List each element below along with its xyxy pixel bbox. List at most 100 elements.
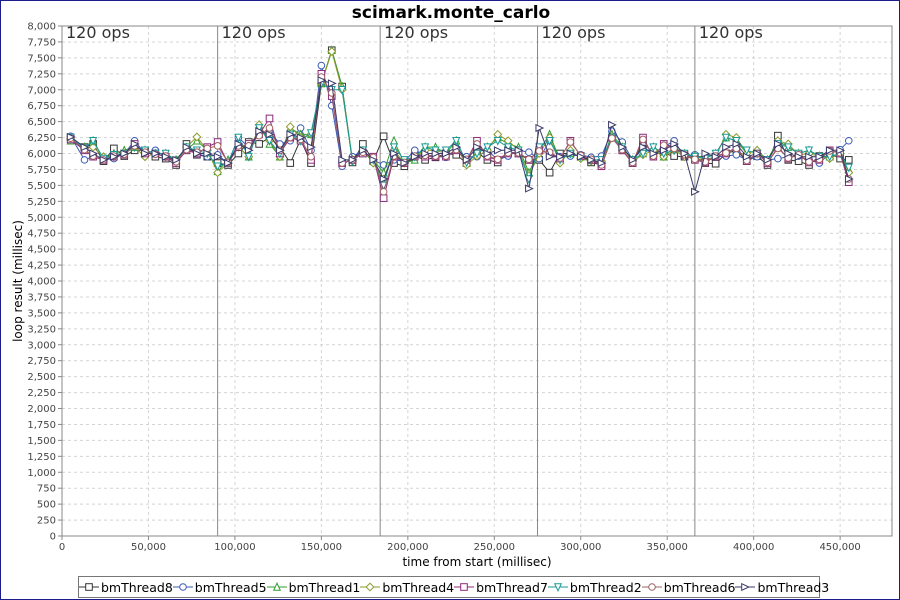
data-point — [172, 155, 182, 164]
data-point — [659, 146, 669, 155]
data-point — [213, 142, 222, 150]
y-tick-label: 1,750 — [27, 420, 56, 431]
data-point — [182, 143, 192, 152]
data-point — [285, 122, 295, 132]
phase-label: 120 ops — [222, 23, 286, 42]
data-point — [265, 114, 274, 123]
y-tick-label: 5,250 — [27, 197, 56, 208]
data-point — [587, 155, 597, 164]
data-point — [244, 152, 253, 162]
data-point — [130, 139, 140, 149]
data-point — [774, 154, 782, 163]
phase-label: 120 ops — [384, 23, 448, 42]
data-point — [338, 155, 348, 164]
y-tick-label: 3,500 — [27, 308, 56, 319]
data-point — [234, 133, 243, 143]
y-tick-label: 5,500 — [27, 181, 56, 192]
legend-item: bmThread8 — [79, 580, 173, 595]
y-tick-label: 7,750 — [27, 37, 56, 48]
data-point — [161, 152, 171, 161]
data-point — [784, 149, 794, 158]
data-point — [794, 152, 804, 161]
data-point — [825, 146, 835, 155]
data-point — [545, 168, 554, 177]
y-tick-label: 7,250 — [27, 69, 56, 80]
data-point — [66, 132, 76, 142]
data-point — [844, 136, 853, 145]
data-point — [296, 133, 306, 142]
data-point — [535, 123, 545, 133]
legend-label: bmThread1 — [288, 579, 361, 595]
data-point — [151, 149, 161, 158]
y-tick-label: 1,000 — [27, 468, 56, 479]
data-point — [711, 152, 721, 161]
data-point — [742, 152, 752, 161]
x-tick-label: 450,000 — [819, 542, 860, 553]
data-point — [213, 168, 223, 178]
data-point — [265, 124, 274, 132]
data-point — [255, 140, 263, 148]
series-line — [70, 82, 850, 187]
data-point — [389, 143, 399, 153]
data-point — [670, 139, 680, 149]
series-line — [70, 48, 849, 174]
y-axis-label: loop result (millisec) — [11, 220, 25, 342]
series-line — [70, 79, 850, 194]
data-point — [742, 146, 751, 156]
data-point — [213, 152, 223, 161]
series-bmthread3 — [66, 76, 854, 196]
data-point — [691, 155, 699, 164]
y-tick-label: 1,500 — [27, 436, 56, 447]
x-tick-label: 200,000 — [387, 542, 428, 553]
legend-swatch — [735, 582, 756, 592]
data-point — [80, 156, 89, 164]
data-point — [844, 156, 853, 164]
y-tick-label: 2,000 — [27, 404, 56, 415]
data-point — [317, 61, 326, 70]
data-point — [608, 120, 617, 129]
data-point — [545, 136, 554, 146]
y-tick-label: 3,250 — [27, 324, 56, 335]
x-tick-label: 150,000 — [301, 542, 342, 553]
data-point — [649, 143, 658, 153]
data-point — [514, 146, 524, 155]
data-point — [452, 143, 462, 152]
y-tick-label: 5,000 — [27, 213, 56, 224]
phase-label: 120 ops — [66, 23, 130, 42]
y-tick-label: 7,000 — [27, 85, 56, 96]
data-point — [805, 152, 814, 161]
legend-swatch — [172, 583, 193, 591]
data-point — [193, 149, 202, 158]
data-point — [525, 148, 533, 157]
y-tick-label: 4,500 — [27, 245, 56, 256]
y-tick-label: 4,750 — [27, 229, 56, 240]
data-point — [120, 149, 130, 158]
data-point — [804, 146, 814, 156]
data-point — [400, 158, 410, 168]
legend-swatch — [360, 582, 381, 592]
data-point — [493, 136, 502, 146]
legend-item: bmThread6 — [641, 580, 735, 595]
data-point — [493, 146, 503, 155]
data-point — [483, 143, 492, 153]
data-point — [732, 139, 742, 149]
plot-border — [61, 25, 893, 537]
legend-swatch-marker — [272, 582, 281, 591]
data-point — [379, 174, 389, 184]
x-tick-label: 400,000 — [733, 542, 774, 553]
data-point — [701, 149, 711, 158]
data-point — [639, 135, 647, 144]
y-tick-label: 0 — [50, 532, 56, 543]
data-point — [307, 143, 316, 152]
data-point — [721, 133, 731, 143]
phase-label: 120 ops — [699, 23, 763, 42]
data-point — [359, 146, 368, 155]
y-tick-label: 500 — [37, 500, 56, 511]
y-tick-label: 4,250 — [27, 261, 56, 272]
legend-swatch-marker — [85, 583, 93, 591]
data-point — [753, 149, 763, 158]
data-point — [844, 174, 854, 184]
x-tick-label: 50,000 — [131, 542, 166, 553]
data-point — [369, 155, 379, 164]
